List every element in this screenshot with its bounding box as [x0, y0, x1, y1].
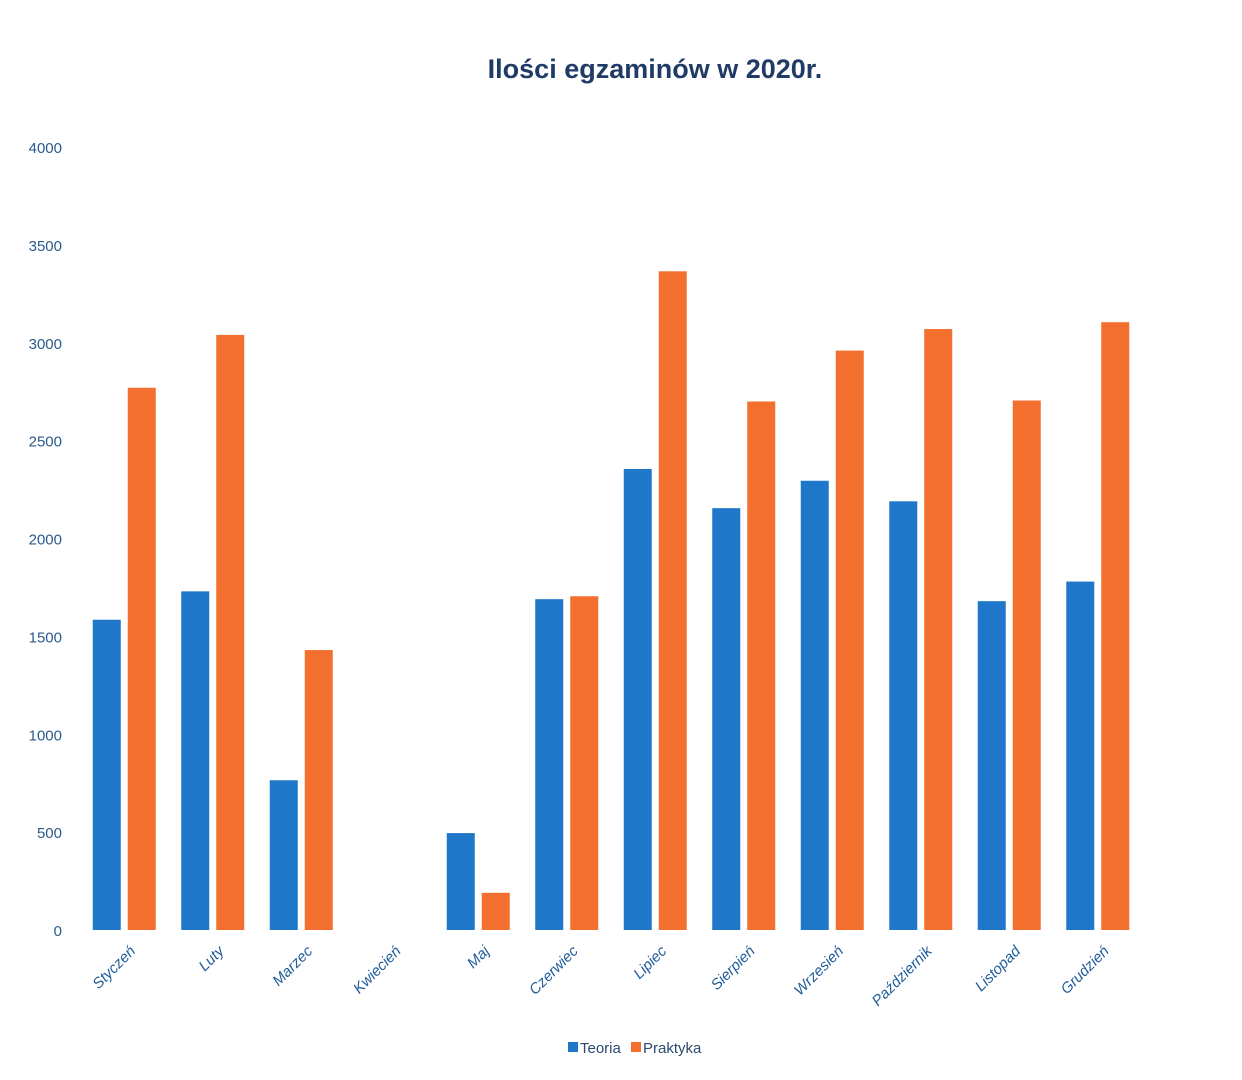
- y-tick-label: 3000: [29, 336, 62, 353]
- legend-label: Praktyka: [643, 1040, 702, 1057]
- y-tick-label: 0: [54, 923, 62, 940]
- x-tick-label: Styczeń: [89, 943, 139, 993]
- y-tick-label: 1500: [29, 629, 62, 646]
- bar-praktyka-2: [216, 334, 245, 930]
- bar-teoria-3: [269, 780, 298, 930]
- x-tick-label: Wrzesień: [791, 943, 847, 999]
- legend: Teoria Praktyka: [568, 1040, 702, 1057]
- bar-praktyka-10: [924, 329, 953, 930]
- bar-teoria-10: [889, 501, 918, 930]
- y-tick-label: 4000: [29, 140, 62, 157]
- bar-teoria-6: [535, 599, 564, 930]
- bar-praktyka-5: [481, 892, 510, 930]
- x-tick-label: Maj: [464, 942, 494, 972]
- x-tick-label: Czerwiec: [526, 942, 582, 998]
- bar-teoria-5: [446, 833, 475, 930]
- x-tick-label: Marzec: [269, 942, 316, 989]
- x-tick-label: Grudzień: [1058, 943, 1113, 998]
- bar-praktyka-8: [747, 401, 776, 931]
- x-axis-ticks: Styczeń Luty Marzec Kwiecień Maj Czerwiec Lipi…: [89, 942, 1112, 1010]
- y-tick-label: 2000: [29, 532, 62, 549]
- x-tick-label: Lipiec: [630, 942, 670, 982]
- x-tick-label: Październik: [869, 942, 937, 1010]
- bar-praktyka-1: [127, 387, 156, 931]
- y-tick-label: 3500: [29, 238, 62, 255]
- y-tick-label: 1000: [29, 727, 62, 744]
- bar-teoria-8: [712, 508, 741, 930]
- bar-praktyka-12: [1101, 322, 1130, 930]
- bar-teoria-7: [623, 469, 652, 930]
- bar-praktyka-11: [1012, 400, 1041, 931]
- bar-teoria-1: [92, 619, 121, 930]
- x-tick-label: Luty: [196, 942, 229, 975]
- bar-teoria-12: [1066, 581, 1095, 930]
- x-tick-label: Sierpień: [708, 943, 759, 994]
- chart-title: Ilości egzaminów w 2020r.: [488, 54, 823, 84]
- y-tick-label: 2500: [29, 434, 62, 451]
- legend-swatch: [568, 1042, 578, 1052]
- bar-praktyka-7: [658, 271, 687, 930]
- bar-praktyka-9: [835, 350, 864, 931]
- bar-praktyka-6: [570, 596, 599, 930]
- bar-praktyka-3: [304, 650, 333, 930]
- bar-teoria-11: [977, 601, 1006, 930]
- bar-teoria-2: [181, 591, 210, 930]
- legend-swatch: [631, 1042, 641, 1052]
- y-tick-label: 500: [37, 825, 62, 842]
- bars: [92, 271, 1130, 931]
- y-axis-ticks: 0 500 1000 1500 2000 2500 3000 3500 4000: [29, 140, 62, 940]
- legend-label: Teoria: [580, 1040, 622, 1057]
- x-tick-label: Listopad: [972, 942, 1025, 995]
- bar-teoria-9: [800, 480, 829, 930]
- x-tick-label: Kwiecień: [350, 943, 404, 997]
